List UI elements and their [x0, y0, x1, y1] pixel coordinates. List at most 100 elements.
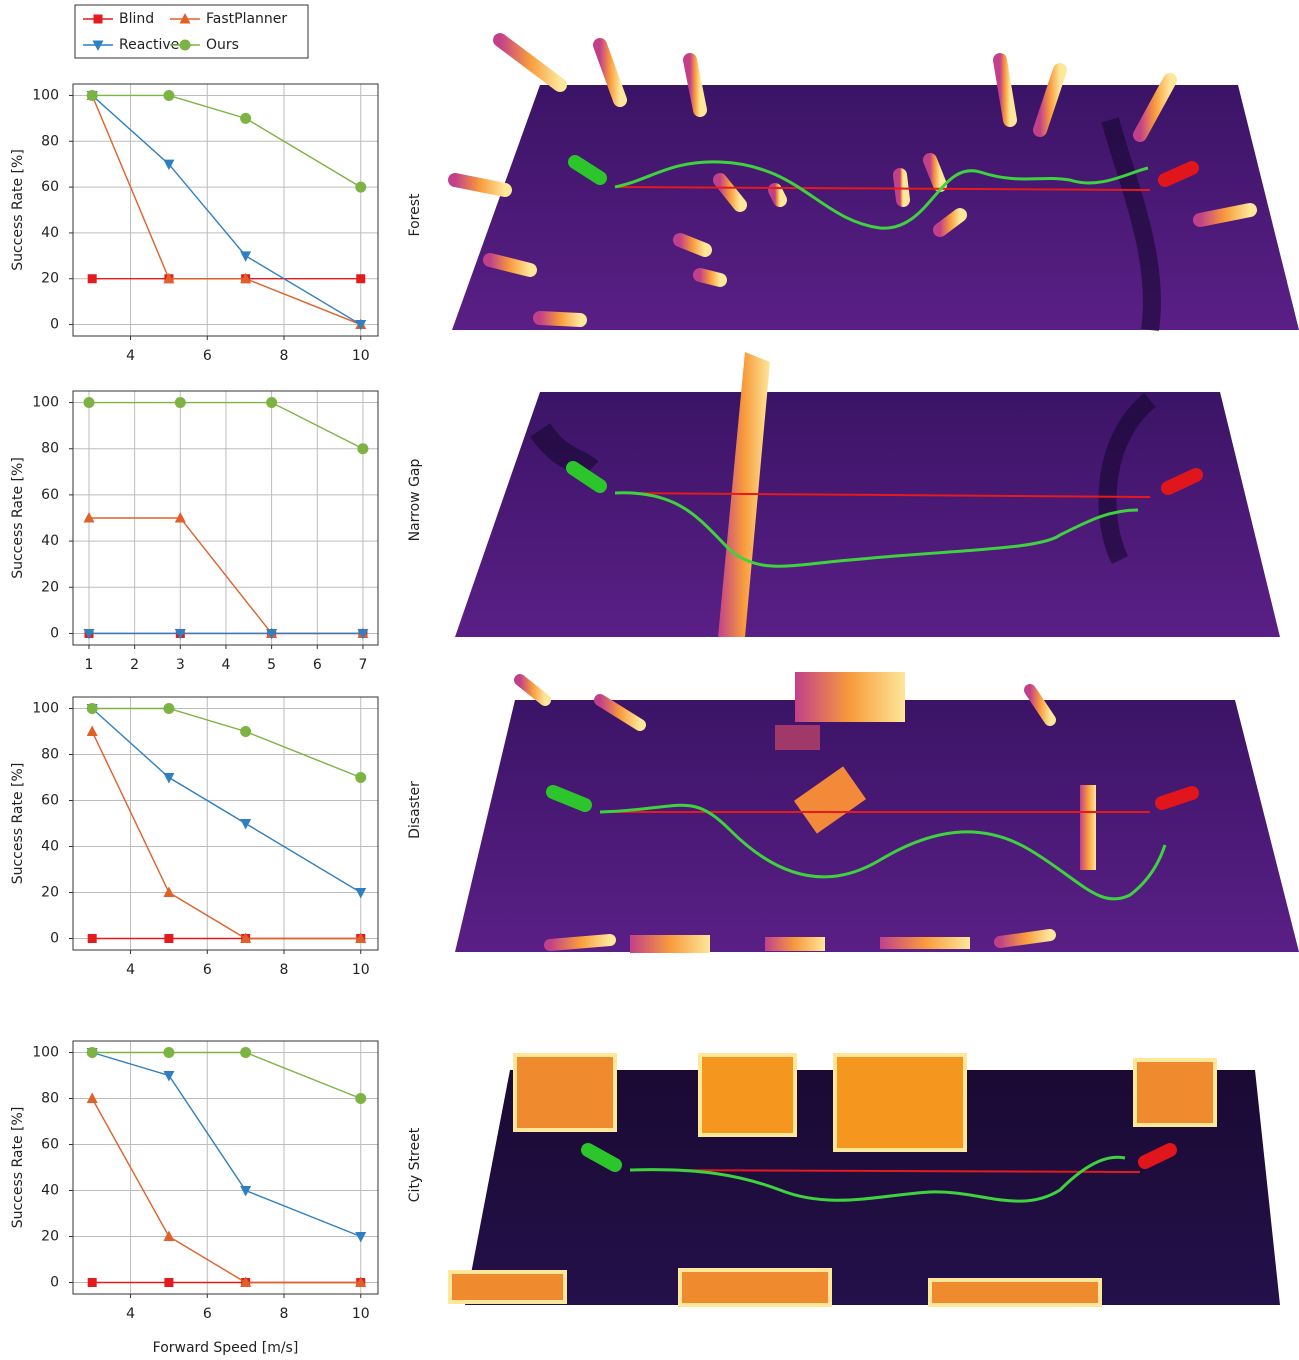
- narrow-gap-render: [455, 352, 1280, 637]
- y-tick-label: 20: [41, 885, 59, 901]
- marker: [163, 1071, 175, 1082]
- x-tick-label: 10: [352, 962, 370, 978]
- scene-label: Forest: [407, 193, 423, 236]
- y-tick-label: 60: [41, 179, 59, 195]
- marker: [266, 397, 278, 409]
- scene-label: City Street: [407, 1127, 423, 1202]
- marker: [240, 251, 252, 262]
- marker: [240, 1186, 252, 1197]
- marker: [86, 1047, 98, 1058]
- marker: [179, 13, 191, 24]
- series-line: [91, 707, 362, 894]
- marker: [355, 181, 367, 193]
- marker: [164, 934, 174, 943]
- marker: [174, 512, 186, 523]
- marker: [83, 397, 95, 409]
- series-line: [91, 95, 361, 326]
- legend-label: Reactive: [119, 37, 179, 53]
- marker: [163, 773, 175, 784]
- y-tick-label: 0: [50, 1275, 59, 1291]
- marker: [240, 272, 252, 284]
- marker: [163, 272, 175, 284]
- marker: [86, 89, 98, 101]
- marker: [163, 886, 175, 897]
- marker: [355, 772, 367, 783]
- x-tick-label: 2: [130, 657, 139, 673]
- marker: [174, 397, 186, 409]
- scene-label: Disaster: [407, 781, 423, 839]
- marker: [93, 14, 103, 24]
- marker: [174, 628, 186, 640]
- scene-renders: [448, 33, 1299, 1307]
- plot-frame: [72, 83, 379, 337]
- marker: [179, 39, 191, 51]
- x-tick-label: 5: [267, 657, 276, 673]
- plot-frame: [72, 1040, 379, 1295]
- marker: [266, 628, 278, 640]
- x-tick-label: 4: [221, 657, 230, 673]
- forest-render: [448, 33, 1299, 332]
- city-street-render: [448, 1053, 1280, 1307]
- marker: [355, 320, 367, 331]
- y-tick-label: 100: [32, 395, 59, 411]
- series-line: [91, 94, 362, 326]
- marker: [357, 628, 369, 640]
- y-axis-label: Success Rate [%]: [10, 1107, 26, 1229]
- y-axis-label: Success Rate [%]: [10, 149, 26, 271]
- y-tick-label: 0: [50, 317, 59, 333]
- legend-box: [74, 4, 309, 59]
- y-tick-label: 60: [41, 487, 59, 503]
- y-tick-label: 0: [50, 625, 59, 641]
- plot-frame: [72, 696, 379, 951]
- y-tick-label: 20: [41, 579, 59, 595]
- marker: [83, 628, 95, 640]
- marker: [355, 932, 367, 943]
- x-tick-label: 10: [352, 348, 370, 364]
- y-tick-label: 80: [41, 1091, 59, 1107]
- marker: [240, 819, 252, 830]
- marker: [163, 89, 175, 101]
- marker: [163, 1047, 175, 1058]
- x-tick-label: 10: [352, 1306, 370, 1322]
- y-tick-label: 80: [41, 747, 59, 763]
- disaster-render: [455, 672, 1299, 953]
- y-tick-label: 100: [32, 701, 59, 717]
- y-tick-label: 100: [32, 87, 59, 103]
- x-tick-label: 3: [176, 657, 185, 673]
- x-tick-label: 8: [280, 348, 289, 364]
- marker: [240, 1276, 252, 1287]
- x-tick-label: 6: [203, 1306, 212, 1322]
- x-tick-label: 8: [280, 1306, 289, 1322]
- scene-label: Narrow Gap: [407, 458, 423, 541]
- series-line: [91, 1098, 361, 1284]
- legend-label: Blind: [119, 11, 154, 27]
- y-tick-label: 100: [32, 1045, 59, 1061]
- y-tick-label: 20: [41, 1229, 59, 1245]
- series-line: [92, 94, 362, 188]
- y-tick-label: 40: [41, 839, 59, 855]
- marker: [83, 512, 95, 523]
- marker: [163, 159, 175, 171]
- marker: [87, 934, 97, 943]
- series-line: [92, 707, 361, 779]
- marker: [240, 112, 252, 124]
- y-tick-label: 60: [41, 793, 59, 809]
- y-tick-label: 60: [41, 1137, 59, 1153]
- legend-label: FastPlanner: [206, 11, 287, 27]
- marker: [355, 888, 367, 899]
- marker: [355, 1093, 367, 1104]
- marker: [86, 703, 98, 714]
- y-tick-label: 20: [41, 271, 59, 287]
- x-tick-label: 1: [85, 657, 94, 673]
- legend-label: Ours: [206, 37, 239, 53]
- series-line: [92, 1051, 361, 1100]
- series-line: [91, 731, 361, 940]
- x-tick-label: 4: [126, 348, 135, 364]
- y-axis-label: Success Rate [%]: [10, 763, 26, 885]
- x-tick-label: 6: [203, 348, 212, 364]
- y-tick-label: 0: [50, 931, 59, 947]
- x-tick-label: 6: [313, 657, 322, 673]
- marker: [92, 40, 104, 51]
- series-line: [91, 1051, 361, 1238]
